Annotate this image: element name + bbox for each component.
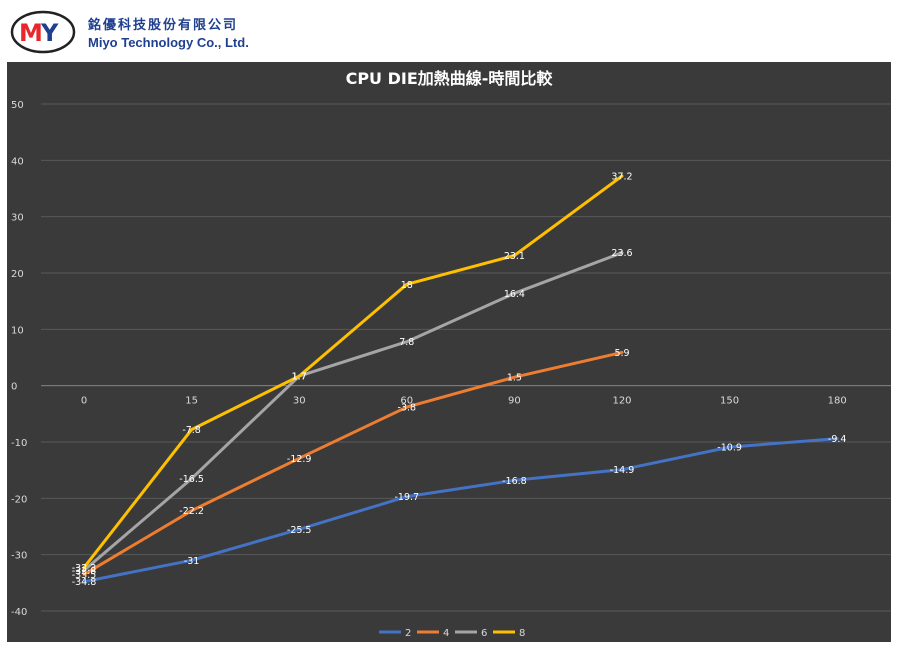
- data-label: -25.5: [287, 525, 312, 536]
- data-label: -34.8: [72, 577, 97, 588]
- data-label: -33.5: [72, 570, 97, 581]
- y-tick-label: 10: [11, 325, 24, 336]
- data-label: 1.7: [292, 372, 307, 383]
- x-tick-label: 0: [81, 396, 87, 407]
- y-axis-ticks: -40 -30 -20 -10 0 10 20 30 40 50: [11, 100, 27, 618]
- chart-legend: 2 4 6 8: [379, 628, 525, 639]
- data-label: -19.7: [395, 492, 420, 503]
- y-tick-label: -30: [11, 551, 27, 562]
- y-tick-label: 30: [11, 213, 24, 224]
- x-tick-label: 90: [508, 396, 521, 407]
- data-label: 7.8: [399, 337, 414, 348]
- legend-label: 4: [443, 628, 449, 639]
- x-tick-label: 30: [293, 396, 306, 407]
- company-name-en: Miyo Technology Co., Ltd.: [88, 35, 249, 50]
- data-label: 18: [401, 280, 413, 291]
- company-logo: M Y: [10, 10, 76, 54]
- y-tick-label: 20: [11, 269, 24, 280]
- data-label: -16.5: [179, 474, 204, 485]
- chart-background: [7, 62, 891, 642]
- y-tick-label: -20: [11, 494, 27, 505]
- y-tick-label: 40: [11, 156, 24, 167]
- x-tick-label: 120: [612, 396, 631, 407]
- series-line-4: [82, 350, 624, 576]
- data-label: 16.4: [504, 289, 525, 300]
- y-tick-label: -40: [11, 607, 27, 618]
- x-tick-label: 15: [185, 396, 198, 407]
- data-label: -31: [184, 556, 200, 567]
- data-labels: -34.8 -31 -25.5 -19.7 -16.8 -14.9 -10.9 -9.4 -33…: [72, 172, 847, 589]
- series-line-6: [82, 251, 624, 572]
- data-label: -14.9: [610, 465, 635, 476]
- grid-lines: [41, 103, 891, 612]
- data-label: 5.9: [614, 348, 629, 359]
- x-tick-label: 60: [400, 396, 413, 407]
- x-tick-label: 150: [720, 396, 739, 407]
- x-axis-ticks: 0 15 30 60 90 120 150 180: [81, 396, 847, 407]
- legend-label: 8: [519, 628, 525, 639]
- company-name: 銘優科技股份有限公司 Miyo Technology Co., Ltd.: [88, 14, 249, 50]
- series-line-8: [82, 174, 624, 570]
- data-label: -22.2: [179, 506, 204, 517]
- legend-label: 6: [481, 628, 487, 639]
- data-label: 23.1: [504, 251, 525, 262]
- data-label: -12.9: [287, 454, 312, 465]
- y-tick-label: -10: [11, 438, 27, 449]
- data-label: -32.3: [72, 563, 97, 574]
- data-label: 23.6: [611, 248, 632, 259]
- data-label: 1.5: [507, 373, 522, 384]
- logo-mark-y: Y: [40, 19, 59, 47]
- legend-label: 2: [405, 628, 411, 639]
- y-tick-label: 50: [11, 100, 24, 111]
- data-label: -10.9: [717, 443, 742, 454]
- company-name-zh: 銘優科技股份有限公司: [88, 18, 239, 33]
- chart-title: CPU DIE加熱曲線-時間比較: [346, 69, 554, 88]
- series-lines: [82, 174, 839, 584]
- data-label: 1.7: [292, 372, 307, 383]
- x-tick-label: 180: [828, 396, 847, 407]
- series-line-2: [82, 437, 839, 584]
- data-label: -7.8: [182, 425, 201, 436]
- data-label: 37.2: [611, 172, 632, 183]
- data-label: -16.8: [502, 476, 527, 487]
- line-chart: CPU DIE加熱曲線-時間比較 -40-30-20-1001020304050…: [7, 62, 891, 642]
- data-label: -32.8: [72, 566, 97, 577]
- logo-mark-m: M: [19, 19, 43, 47]
- chart-container: CPU DIE加熱曲線-時間比較 -40 -30 -20 -10 0 10 20 30 40 50…: [7, 62, 891, 642]
- y-tick-label: 0: [11, 382, 17, 393]
- data-label: -9.4: [828, 434, 847, 445]
- page-header: M Y 銘優科技股份有限公司 Miyo Technology Co., Ltd.: [0, 0, 907, 60]
- data-label: -3.8: [398, 403, 417, 414]
